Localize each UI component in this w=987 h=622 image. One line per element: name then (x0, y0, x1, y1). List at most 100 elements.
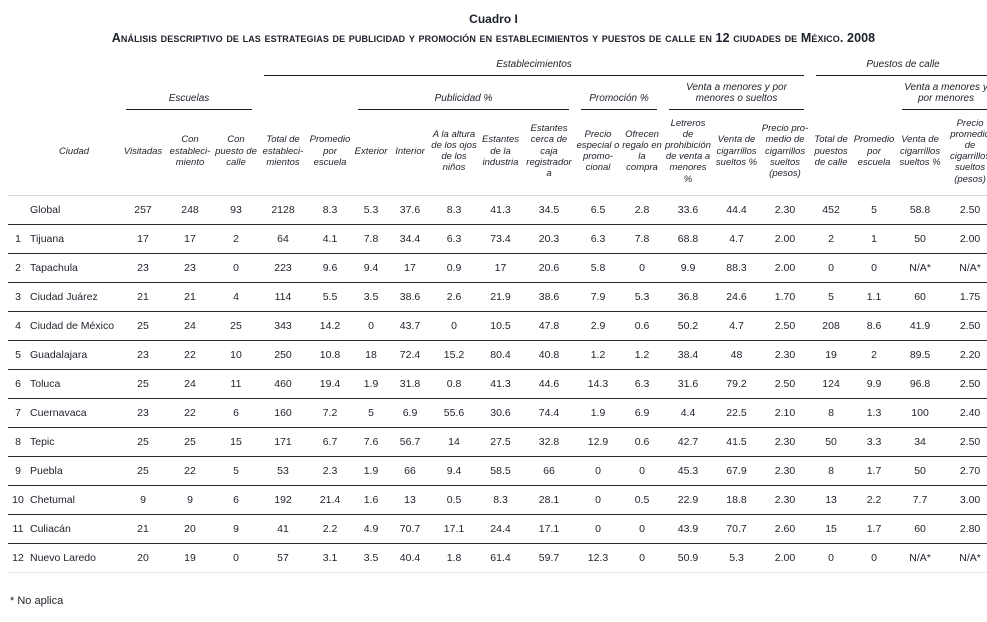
cell-value: 14.2 (319, 319, 341, 332)
cell-value: 24.6 (726, 290, 747, 303)
cell-value: 45.3 (677, 464, 699, 477)
cell-value: 11 (230, 377, 242, 390)
cell-value: 50 (914, 464, 926, 477)
cell-value: 6 (233, 406, 239, 419)
cell-value: 5.3 (729, 551, 744, 564)
cell-value: 13 (404, 493, 416, 506)
cell-value: 17 (184, 232, 196, 245)
cell-value: 1.8 (446, 551, 462, 564)
column-header-estantes-industria: Estantes de la industria (482, 134, 519, 168)
group-header-row-top: Establecimientos Puestos de calle (8, 59, 987, 76)
cell-value: 2.80 (959, 522, 981, 535)
cell-value: 1.9 (363, 377, 379, 390)
cell-value: 0 (828, 261, 834, 274)
cell-value: 9.9 (866, 377, 882, 390)
cell-value: 41.3 (490, 377, 511, 390)
group-venta-menores-sueltos-label: Venta a menores y por menores o sueltos (669, 82, 805, 110)
cell-value: 6.3 (446, 232, 462, 245)
header-spacer (258, 76, 352, 110)
cell-value: 1.7 (866, 464, 882, 477)
cell-value: 7.2 (322, 406, 338, 419)
row-number: 4 (15, 319, 21, 332)
cell-value: 17 (494, 261, 507, 274)
cell-value: 3.00 (959, 493, 981, 506)
cell-value: 7.8 (634, 232, 650, 245)
group-promocion-label: Promoción % (581, 93, 657, 110)
cell-value: 24.4 (490, 522, 511, 535)
cell-value: 23 (137, 261, 149, 274)
cell-value: 68.8 (677, 232, 699, 245)
column-header-venta-sueltos-2: Venta de cigarrillos sueltos % (899, 134, 941, 168)
cell-value: 79.2 (726, 377, 747, 390)
row-number: 12 (12, 551, 24, 564)
cell-value: 67.9 (726, 464, 747, 477)
cell-value: 57 (277, 551, 289, 564)
cell-value: 33.6 (677, 203, 699, 216)
cell-value: 2.60 (774, 522, 796, 535)
table-row: 8 Tepic 25 25 15 171 6.7 7.6 56.7 14 27.5 32.8 12.9 0… (8, 427, 987, 456)
cell-value: 15 (825, 522, 837, 535)
cell-value: 7.6 (363, 435, 379, 448)
table-row: 5 Guadalajara 23 22 10 250 10.8 18 72.4 15.2 80.4 4… (8, 340, 987, 369)
cell-value: 25 (137, 435, 149, 448)
cell-value: 0 (595, 522, 601, 535)
cell-value: 2.6 (446, 290, 462, 303)
cell-value: 343 (274, 319, 292, 332)
data-table: Establecimientos Puestos de calle Escuel… (8, 59, 987, 573)
cell-value: 6.7 (322, 435, 338, 448)
cell-value: 257 (134, 203, 152, 216)
cell-value: 12.9 (587, 435, 609, 448)
row-number: 5 (15, 348, 21, 361)
cell-value: 2.2 (866, 493, 882, 506)
group-puestos-de-calle-label: Puestos de calle (816, 59, 987, 76)
cell-value: 0 (233, 551, 239, 564)
cell-value: 1.2 (590, 348, 606, 361)
cell-value: 5.5 (322, 290, 338, 303)
cell-value: 9 (140, 493, 146, 506)
cell-value: 19 (825, 348, 837, 361)
cell-value: 0 (368, 319, 374, 332)
cell-value: 9.9 (680, 261, 696, 274)
cell-value: 1.70 (774, 290, 796, 303)
cell-value: 41.5 (726, 435, 747, 448)
cell-value: 96.8 (909, 377, 931, 390)
column-header-venta-sueltos: Venta de cigarrillos sueltos % (715, 134, 758, 168)
cell-value: 0.8 (446, 377, 462, 390)
table-row: 11 Culiacán 21 20 9 41 2.2 4.9 70.7 17.1 24.4 17.1 0… (8, 514, 987, 543)
cell-value: 88.3 (726, 261, 747, 274)
cell-value: 248 (181, 203, 199, 216)
cell-value: 2.30 (774, 464, 796, 477)
cell-value: 2128 (271, 203, 295, 216)
cell-value: 27.5 (490, 435, 511, 448)
cell-value: 3.1 (322, 551, 338, 564)
cell-value: 6.9 (402, 406, 418, 419)
cell-value: 40.4 (399, 551, 421, 564)
cell-value: 15 (230, 435, 242, 448)
cell-value: 7.8 (363, 232, 379, 245)
cell-value: 9.4 (363, 261, 379, 274)
cell-value: 460 (274, 377, 292, 390)
group-publicidad-label: Publicidad % (358, 93, 569, 110)
cell-value: 20 (184, 522, 196, 535)
cell-value: 25 (137, 464, 149, 477)
cell-value: 2.50 (774, 377, 796, 390)
table-row: 6 Toluca 25 24 11 460 19.4 1.9 31.8 0.8 41.3 44.6 14… (8, 369, 987, 398)
cell-value: 5 (368, 406, 374, 419)
cell-value: 6.9 (634, 406, 650, 419)
cell-value: 2.50 (959, 377, 981, 390)
cell-value: 223 (274, 261, 292, 274)
cell-value: 50 (914, 232, 926, 245)
cell-value: 17 (404, 261, 416, 274)
table-row: 12 Nuevo Laredo 20 19 0 57 3.1 3.5 40.4 1.8 61.4 59… (8, 543, 987, 573)
cell-value: 14 (448, 435, 460, 448)
cell-value: 43.9 (677, 522, 699, 535)
cell-value: 55.6 (443, 406, 465, 419)
cell-value: 1.75 (959, 290, 981, 303)
table-row: 9 Puebla 25 22 5 53 2.3 1.9 66 9.4 58.5 66 0 0 45.3 67.… (8, 456, 987, 485)
group-escuelas-label: Escuelas (126, 93, 252, 110)
column-header-exterior: Exterior (354, 145, 388, 157)
cell-value: 32.8 (538, 435, 560, 448)
cell-value: 5.3 (363, 203, 379, 216)
cell-value: 18 (365, 348, 377, 361)
cell-value: 21.4 (319, 493, 341, 506)
